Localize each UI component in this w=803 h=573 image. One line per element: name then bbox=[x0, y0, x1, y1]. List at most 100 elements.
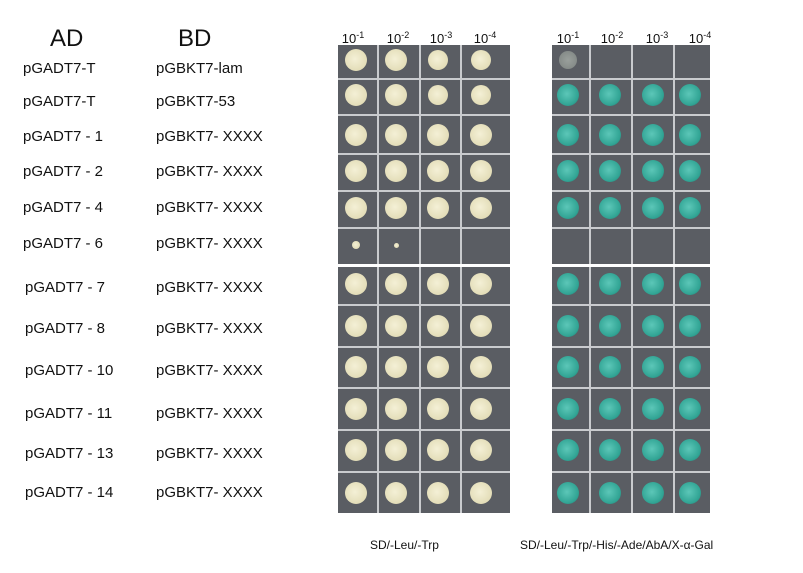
plate-selective-top bbox=[552, 45, 710, 264]
ad-row-label: pGADT7 - 8 bbox=[25, 320, 106, 337]
plate-grid-line bbox=[552, 227, 710, 229]
yeast-colony bbox=[679, 439, 701, 461]
yeast-colony bbox=[557, 124, 579, 146]
yeast-colony bbox=[599, 273, 621, 295]
plate-grid-line bbox=[338, 227, 510, 229]
yeast-colony bbox=[642, 160, 664, 182]
bd-row-label: pGBKT7- XXXX bbox=[156, 320, 263, 337]
yeast-colony bbox=[352, 241, 360, 249]
yeast-colony bbox=[385, 49, 407, 71]
yeast-colony bbox=[428, 50, 448, 70]
yeast-colony bbox=[679, 84, 701, 106]
dilution-label: 10-1 bbox=[556, 30, 580, 46]
plate-grid-line bbox=[377, 267, 379, 513]
yeast-colony bbox=[679, 315, 701, 337]
plate-grid-line bbox=[419, 267, 421, 513]
plate-grid-line bbox=[338, 471, 510, 473]
yeast-colony bbox=[470, 398, 492, 420]
yeast-colony bbox=[470, 160, 492, 182]
plate-grid-line bbox=[631, 267, 633, 513]
plate-grid-line bbox=[338, 346, 510, 348]
dilution-label: 10-4 bbox=[688, 30, 712, 46]
ad-row-label: pGADT7 - 7 bbox=[25, 279, 106, 296]
yeast-colony bbox=[345, 482, 367, 504]
yeast-colony bbox=[642, 315, 664, 337]
plate-grid-line bbox=[460, 267, 462, 513]
yeast-colony bbox=[427, 124, 449, 146]
yeast-colony bbox=[679, 482, 701, 504]
yeast-colony bbox=[642, 439, 664, 461]
yeast-colony bbox=[679, 356, 701, 378]
plate-grid-line bbox=[673, 267, 675, 513]
ad-row-label: pGADT7 - 4 bbox=[23, 199, 104, 216]
ad-row-label: pGADT7-T bbox=[23, 60, 96, 77]
yeast-colony bbox=[345, 49, 367, 71]
plate-grid-line bbox=[338, 304, 510, 306]
bd-row-label: pGBKT7- XXXX bbox=[156, 405, 263, 422]
yeast-colony bbox=[599, 197, 621, 219]
bd-row-label: pGBKT7- XXXX bbox=[156, 484, 263, 501]
yeast-colony bbox=[428, 85, 448, 105]
plate-grid-line bbox=[552, 304, 710, 306]
yeast-colony bbox=[559, 51, 577, 69]
bd-row-label: pGBKT7- XXXX bbox=[156, 445, 263, 462]
yeast-colony bbox=[345, 315, 367, 337]
ad-row-label: pGADT7 - 10 bbox=[25, 362, 114, 379]
yeast-colony bbox=[385, 439, 407, 461]
plate-grid-line bbox=[552, 346, 710, 348]
dilution-label: 10-2 bbox=[600, 30, 624, 46]
plate-nonselective-top bbox=[338, 45, 510, 264]
yeast-colony bbox=[557, 398, 579, 420]
plate-grid-line bbox=[338, 387, 510, 389]
yeast-colony bbox=[427, 356, 449, 378]
yeast-colony bbox=[385, 482, 407, 504]
yeast-colony bbox=[427, 197, 449, 219]
yeast-colony bbox=[427, 398, 449, 420]
yeast-colony bbox=[642, 84, 664, 106]
yeast-colony bbox=[599, 356, 621, 378]
plate-selective-bottom bbox=[552, 267, 710, 513]
ad-row-label: pGADT7 - 14 bbox=[25, 484, 114, 501]
yeast-colony bbox=[557, 482, 579, 504]
dilution-label: 10-3 bbox=[429, 30, 453, 46]
plate-grid-line bbox=[552, 153, 710, 155]
yeast-colony bbox=[599, 84, 621, 106]
yeast-colony bbox=[385, 398, 407, 420]
plate-grid-line bbox=[552, 78, 710, 80]
yeast-colony bbox=[345, 356, 367, 378]
plate-grid-line bbox=[552, 471, 710, 473]
yeast-colony bbox=[385, 160, 407, 182]
dilution-label: 10-4 bbox=[473, 30, 497, 46]
plate-grid-line bbox=[552, 429, 710, 431]
yeast-colony bbox=[427, 482, 449, 504]
bd-header: BD bbox=[178, 25, 212, 52]
yeast-colony bbox=[427, 273, 449, 295]
plate-nonselective-bottom bbox=[338, 267, 510, 513]
yeast-colony bbox=[427, 315, 449, 337]
yeast-colony bbox=[557, 84, 579, 106]
plate-grid-line bbox=[589, 267, 591, 513]
yeast-colony bbox=[345, 84, 367, 106]
bd-row-label: pGBKT7- XXXX bbox=[156, 362, 263, 379]
yeast-colony bbox=[385, 84, 407, 106]
yeast-colony bbox=[345, 439, 367, 461]
yeast-colony bbox=[393, 242, 399, 248]
yeast-colony bbox=[679, 124, 701, 146]
yeast-colony bbox=[470, 439, 492, 461]
ad-row-label: pGADT7 - 13 bbox=[25, 445, 114, 462]
yeast-colony bbox=[557, 273, 579, 295]
bd-row-label: pGBKT7- XXXX bbox=[156, 199, 263, 216]
yeast-colony bbox=[557, 315, 579, 337]
yeast-colony bbox=[679, 160, 701, 182]
plate-grid-line bbox=[338, 153, 510, 155]
yeast-colony bbox=[471, 50, 491, 70]
yeast-colony bbox=[642, 273, 664, 295]
dilution-label: 10-3 bbox=[645, 30, 669, 46]
yeast-colony bbox=[642, 356, 664, 378]
plate-grid-line bbox=[552, 190, 710, 192]
yeast-colony bbox=[385, 356, 407, 378]
yeast-colony bbox=[427, 160, 449, 182]
plate-grid-line bbox=[338, 78, 510, 80]
plate-grid-line bbox=[552, 387, 710, 389]
yeast-colony bbox=[599, 315, 621, 337]
